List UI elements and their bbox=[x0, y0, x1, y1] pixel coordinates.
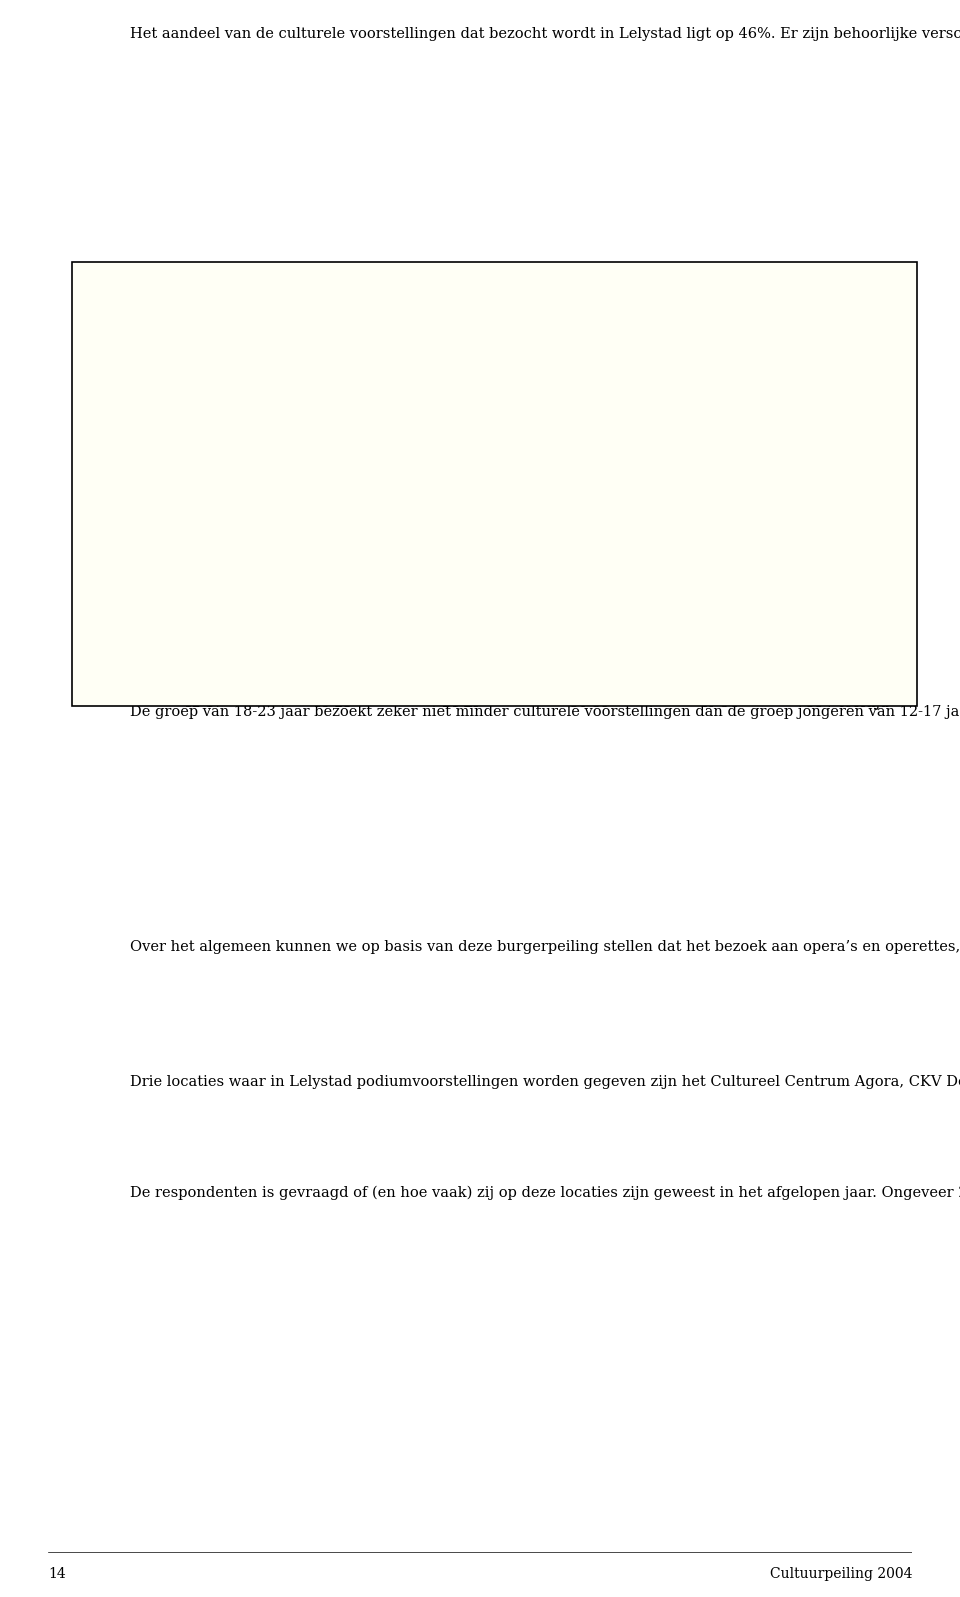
Text: 29%: 29% bbox=[316, 632, 348, 647]
Text: 49%: 49% bbox=[703, 599, 735, 613]
Text: De groep van 18-23 jaar bezoekt zeker niet minder culturele voorstellingen dan d: De groep van 18-23 jaar bezoekt zeker ni… bbox=[130, 704, 960, 719]
Bar bbox=[165, 497, 242, 687]
Bar bbox=[294, 591, 371, 687]
Bar bbox=[809, 358, 886, 489]
Bar bbox=[294, 358, 371, 591]
Legend: elders, in Lelystad: elders, in Lelystad bbox=[787, 364, 905, 412]
Bar bbox=[809, 489, 886, 687]
Text: Over het algemeen kunnen we op basis van deze burgerpeiling stellen dat het bezo: Over het algemeen kunnen we op basis van… bbox=[130, 941, 960, 955]
Text: Grafiek 2.2 Gedeelte van de voorstellingen dat in Lelystad en elders is
bezocht: Grafiek 2.2 Gedeelte van de voorstelling… bbox=[195, 267, 794, 299]
Text: 60%: 60% bbox=[831, 581, 864, 596]
Text: 14: 14 bbox=[48, 1567, 65, 1581]
Bar bbox=[422, 597, 500, 687]
Bar bbox=[551, 556, 629, 687]
Bar bbox=[681, 525, 757, 687]
Text: 27%: 27% bbox=[444, 636, 477, 650]
Bar bbox=[551, 358, 629, 556]
Text: De respondenten is gevraagd of (en hoe vaak) zij op deze locaties zijn geweest i: De respondenten is gevraagd of (en hoe v… bbox=[130, 1185, 960, 1199]
Bar bbox=[681, 358, 757, 525]
Text: Het aandeel van de culturele voorstellingen dat bezocht wordt in Lelystad ligt o: Het aandeel van de culturele voorstellin… bbox=[130, 27, 960, 42]
Bar bbox=[165, 358, 242, 497]
Bar bbox=[422, 358, 500, 597]
Text: 58%: 58% bbox=[187, 585, 220, 599]
Text: Drie locaties waar in Lelystad podiumvoorstellingen worden gegeven zijn het Cult: Drie locaties waar in Lelystad podiumvoo… bbox=[130, 1075, 960, 1089]
Text: 40%: 40% bbox=[574, 613, 607, 628]
Text: Cultuurpeiling 2004: Cultuurpeiling 2004 bbox=[770, 1567, 912, 1581]
